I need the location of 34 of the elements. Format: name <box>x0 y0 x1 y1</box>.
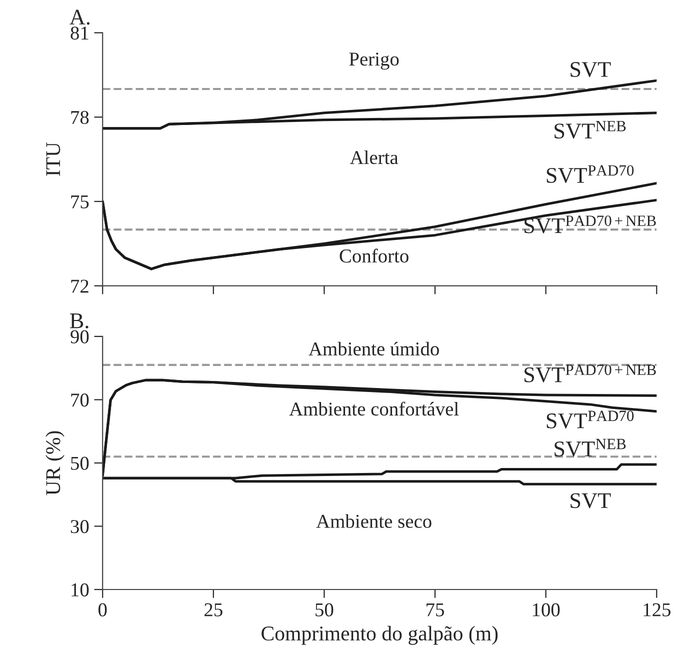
annotation: Conforto <box>340 248 408 263</box>
x-tick-label: 50 <box>316 603 334 616</box>
y-tick-label: 72 <box>71 280 88 293</box>
y-tick-label: 50 <box>71 456 89 470</box>
series-label: SVT$^{PAD70}$ <box>546 410 634 428</box>
series-label: SVT$^{PAD70+NEB}$ <box>524 216 656 234</box>
y-tick-label: 10 <box>72 583 89 596</box>
y-tick-label: 78 <box>71 110 89 124</box>
annotation: Ambiente seco <box>316 514 432 528</box>
series-label: SVT$^{NEB}$ <box>554 120 626 139</box>
series-label: SVT <box>570 62 611 78</box>
x-tick-label: 75 <box>426 603 444 616</box>
y-tick-label: 70 <box>71 394 89 407</box>
series-label: SVT <box>570 493 611 508</box>
y-tick-label: 75 <box>71 195 89 208</box>
y-tick-label: 81 <box>70 26 88 40</box>
annotation: Ambiente confortável <box>289 402 459 416</box>
series-label: SVT$^{NEB}$ <box>554 438 626 457</box>
x-tick-label: 0 <box>98 603 107 616</box>
y-tick-label: 30 <box>70 520 89 534</box>
series-label: SVT$^{PAD70}$ <box>546 165 634 184</box>
x-axis-title: Comprimento do galpão (m) <box>262 626 498 645</box>
x-tick-label: 25 <box>204 603 222 616</box>
y-axis-title: UR (%) <box>46 431 64 496</box>
x-tick-label: 100 <box>532 603 560 616</box>
annotation: Ambiente úmido <box>308 342 439 356</box>
annotation: Perigo <box>349 52 399 70</box>
annotation: Alerta <box>350 150 398 164</box>
y-axis-title: ITU <box>46 142 60 176</box>
series-label: SVT$^{PAD70+NEB}$ <box>524 364 656 382</box>
chart-title: B. <box>70 314 88 328</box>
y-tick-label: 90 <box>70 330 89 344</box>
x-tick-label: 125 <box>644 603 670 616</box>
chart-title: A. <box>70 10 90 25</box>
